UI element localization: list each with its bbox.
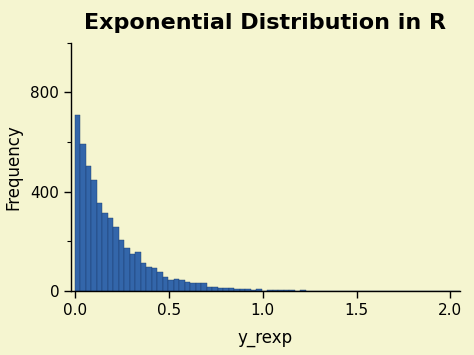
Bar <box>136 252 141 291</box>
Bar <box>81 144 86 291</box>
Bar <box>168 280 174 291</box>
Bar <box>229 288 234 291</box>
Bar <box>278 290 284 291</box>
Bar <box>119 240 124 291</box>
Bar <box>108 218 113 291</box>
Bar <box>212 286 218 291</box>
Bar <box>75 115 81 291</box>
Bar <box>201 283 207 291</box>
Bar <box>113 227 119 291</box>
Bar <box>301 290 306 291</box>
Bar <box>234 289 240 291</box>
Bar <box>179 280 185 291</box>
Bar <box>256 289 262 291</box>
Bar <box>185 282 191 291</box>
Bar <box>289 290 295 291</box>
Bar <box>124 248 130 291</box>
Bar <box>284 290 289 291</box>
Bar <box>273 290 278 291</box>
Bar <box>102 213 108 291</box>
Bar <box>130 254 136 291</box>
Bar <box>146 268 152 291</box>
Bar <box>267 290 273 291</box>
Bar <box>163 277 168 291</box>
Bar <box>196 283 201 291</box>
X-axis label: y_rexp: y_rexp <box>238 329 293 347</box>
Bar <box>91 180 97 291</box>
Bar <box>191 283 196 291</box>
Bar <box>218 288 223 291</box>
Bar <box>223 288 229 291</box>
Bar <box>240 289 246 291</box>
Title: Exponential Distribution in R: Exponential Distribution in R <box>84 13 447 33</box>
Bar <box>174 279 179 291</box>
Bar <box>152 268 157 291</box>
Bar <box>207 287 212 291</box>
Bar <box>86 166 91 291</box>
Bar <box>157 272 163 291</box>
Bar <box>246 289 251 291</box>
Bar <box>97 203 102 291</box>
Y-axis label: Frequency: Frequency <box>4 124 22 210</box>
Bar <box>251 290 256 291</box>
Bar <box>141 263 146 291</box>
